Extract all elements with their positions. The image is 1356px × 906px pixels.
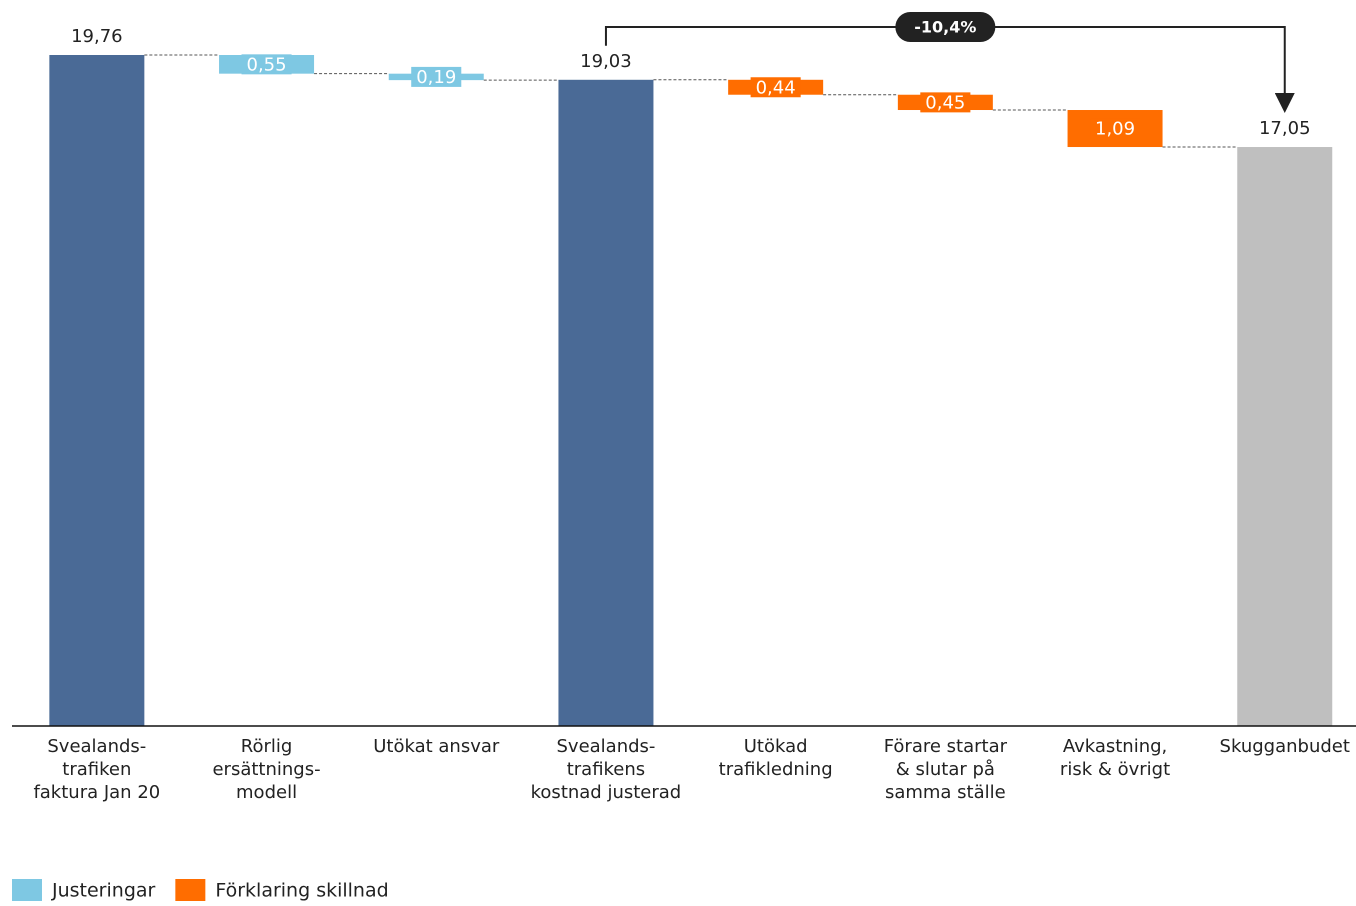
x-tick-label: modell xyxy=(236,782,297,803)
x-tick-label: Rörlig xyxy=(241,736,293,757)
label-background xyxy=(1090,118,1141,139)
x-tick-label: Utökat ansvar xyxy=(373,736,500,757)
x-tick-label: Utökad xyxy=(744,736,808,757)
value-label: 0,19 xyxy=(416,67,456,88)
bar xyxy=(1237,147,1333,727)
x-tick-label: kostnad justerad xyxy=(531,782,682,803)
value-label: 0,44 xyxy=(756,77,796,98)
x-tick-label: Avkastning, xyxy=(1063,736,1167,757)
bar xyxy=(558,79,654,727)
legend-label: Justeringar xyxy=(51,880,156,902)
value-label: 19,76 xyxy=(71,26,123,47)
annotation-text: -10,4% xyxy=(914,18,976,37)
x-tick-label: faktura Jan 20 xyxy=(33,782,160,803)
x-tick-label: Skugganbudet xyxy=(1220,736,1350,757)
value-label: 19,03 xyxy=(580,51,632,72)
label-background xyxy=(750,77,801,98)
x-tick-label: trafikens xyxy=(567,759,645,780)
x-tick-label: risk & övrigt xyxy=(1060,759,1170,780)
value-label: 1,09 xyxy=(1095,119,1135,140)
x-tick-label: trafikledning xyxy=(719,759,833,780)
x-tick-label: trafiken xyxy=(62,759,131,780)
value-label: 0,55 xyxy=(247,54,287,75)
value-label: 0,45 xyxy=(925,92,965,113)
legend-swatch xyxy=(12,879,42,901)
legend-label: Förklaring skillnad xyxy=(215,880,388,902)
x-tick-label: Svealands- xyxy=(47,736,146,757)
annotation-pill xyxy=(895,12,996,42)
label-background xyxy=(411,66,462,87)
value-label: 17,05 xyxy=(1259,118,1311,139)
x-tick-label: Svealands- xyxy=(556,736,655,757)
bar xyxy=(49,55,145,726)
legend-swatch xyxy=(175,879,206,901)
x-tick-label: ersättnings- xyxy=(212,759,320,780)
x-tick-label: samma ställe xyxy=(885,782,1006,803)
label-background xyxy=(920,92,971,113)
label-background xyxy=(241,54,292,75)
x-tick-label: Förare startar xyxy=(884,736,1008,757)
x-tick-label: & slutar på xyxy=(896,759,995,780)
